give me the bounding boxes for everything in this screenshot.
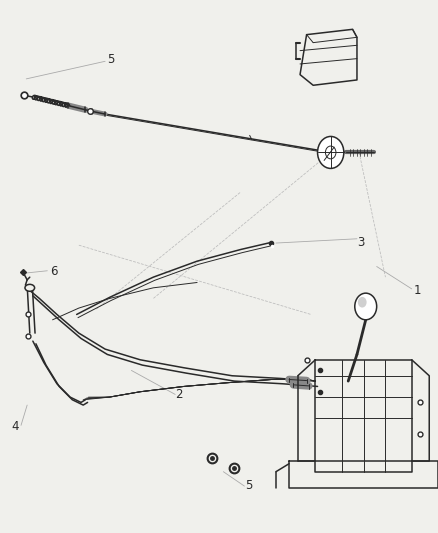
Text: 4: 4 bbox=[11, 420, 18, 433]
Text: 6: 6 bbox=[50, 265, 58, 278]
Text: 1: 1 bbox=[414, 284, 421, 297]
Text: 2: 2 bbox=[175, 388, 183, 401]
Text: 3: 3 bbox=[357, 236, 364, 249]
Text: 5: 5 bbox=[245, 479, 253, 491]
Circle shape bbox=[318, 136, 344, 168]
Text: 5: 5 bbox=[107, 53, 115, 66]
Circle shape bbox=[355, 293, 377, 320]
Ellipse shape bbox=[25, 285, 35, 291]
Circle shape bbox=[358, 297, 367, 308]
